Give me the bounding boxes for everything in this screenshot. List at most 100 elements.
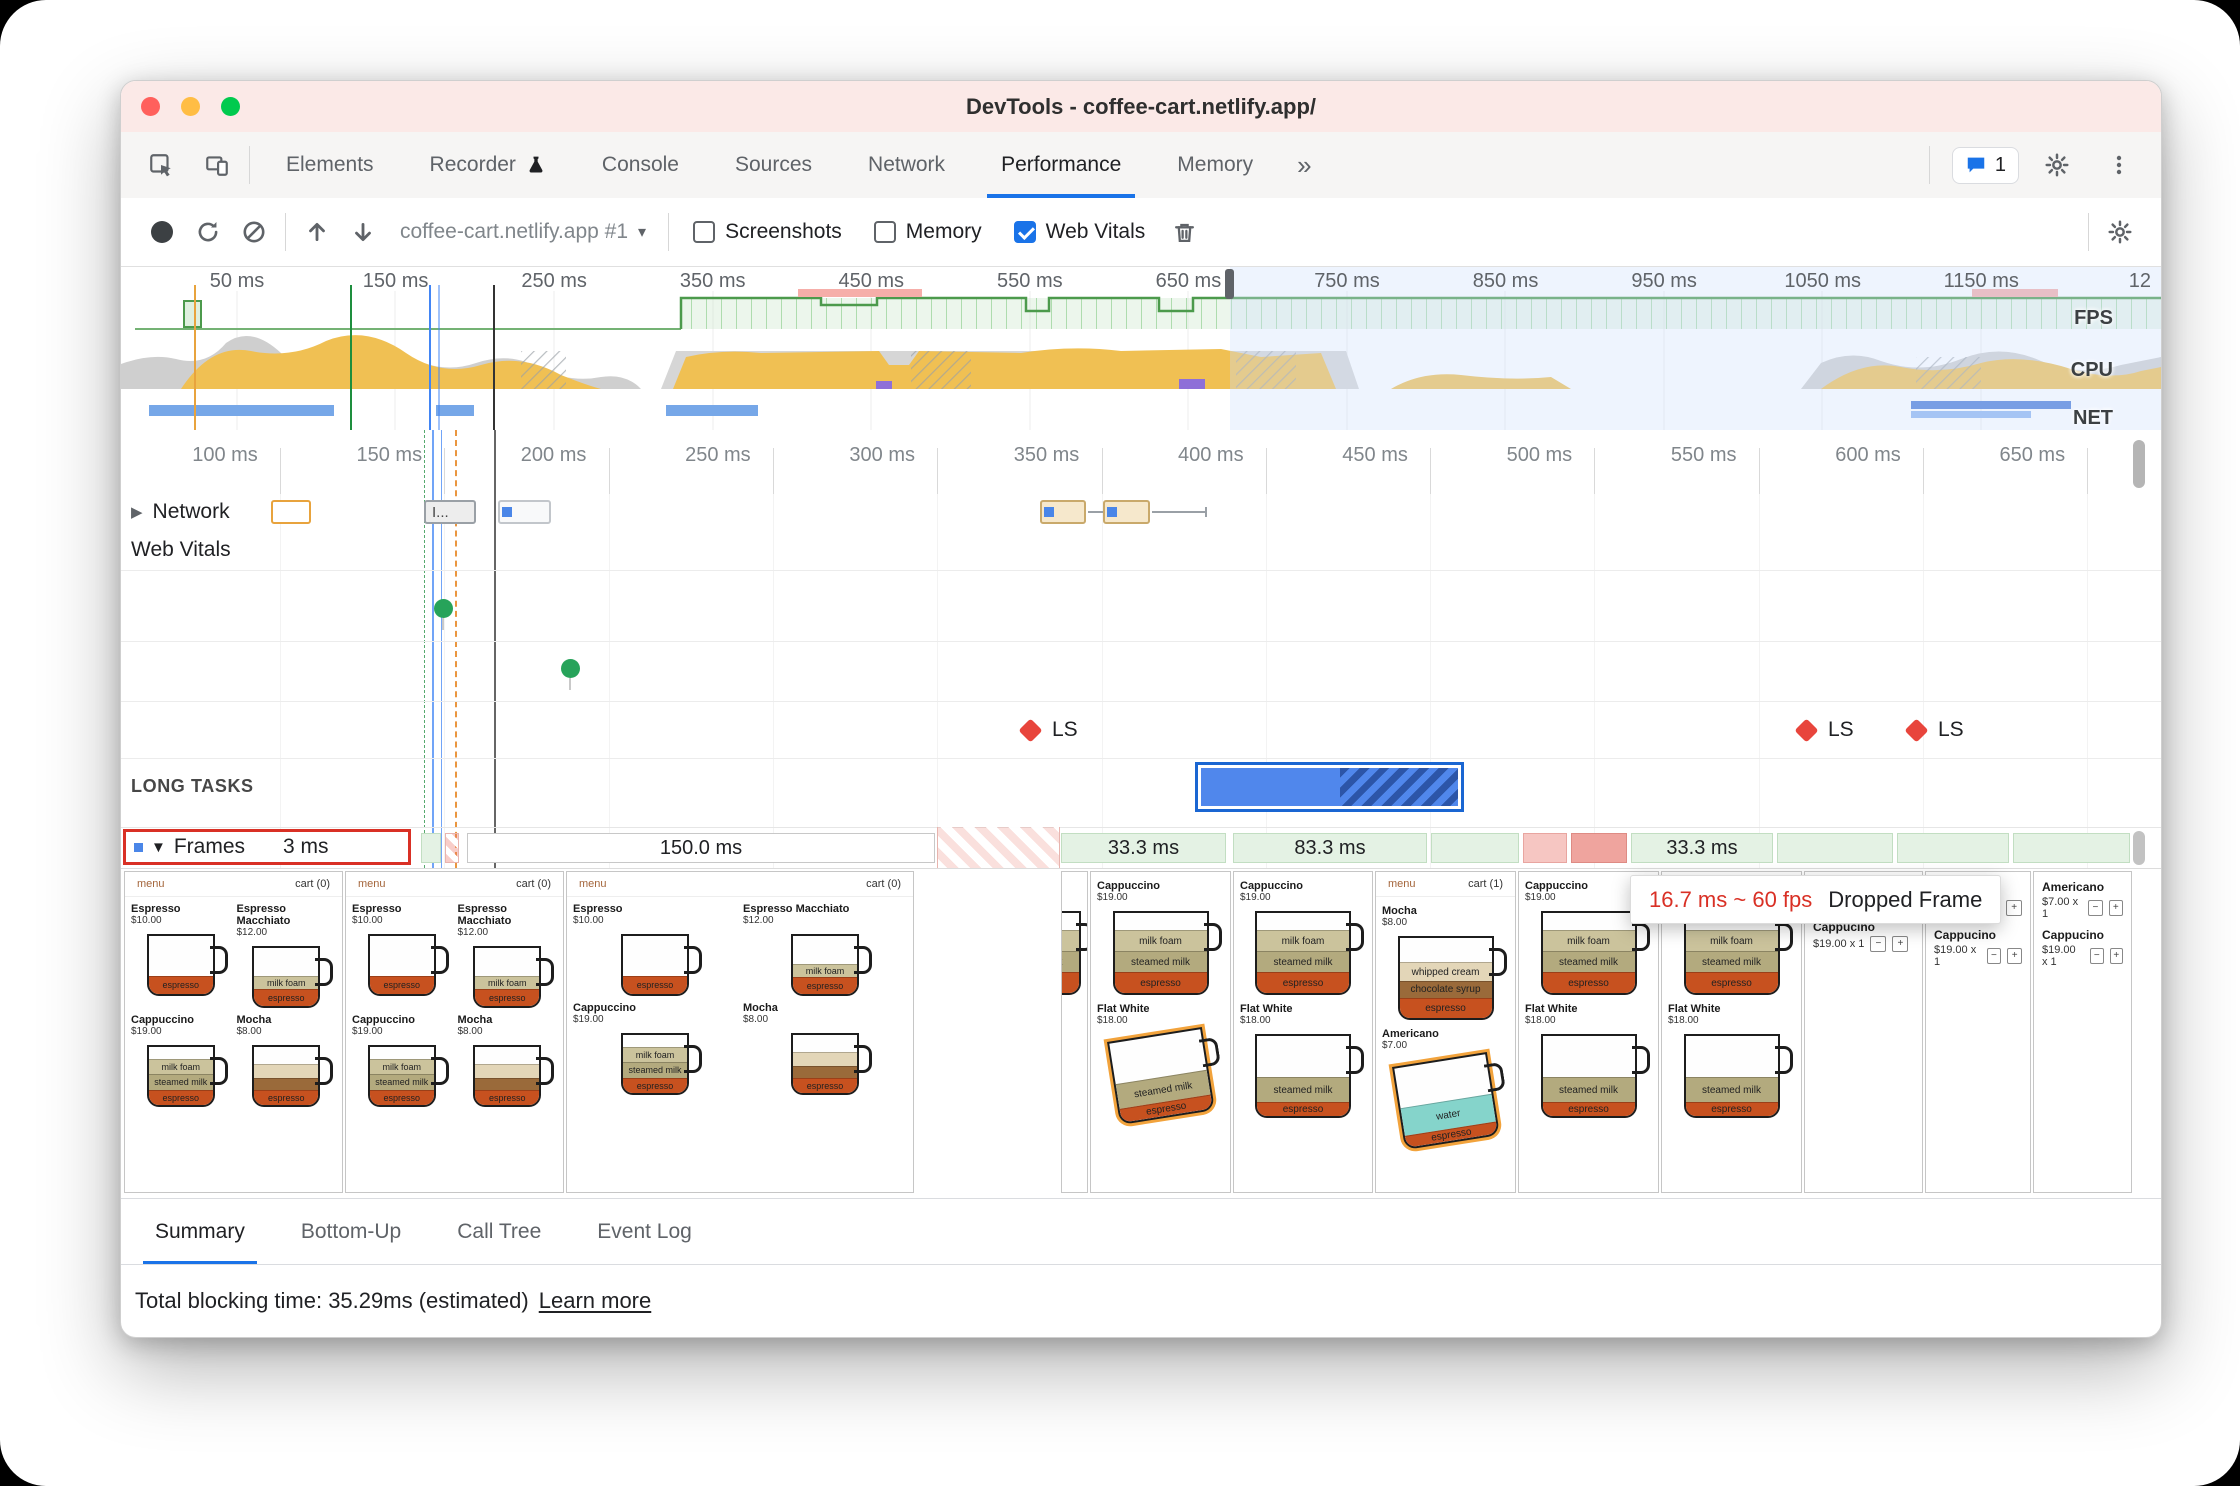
network-request-bar[interactable] bbox=[498, 500, 551, 524]
tab-event-log[interactable]: Event Log bbox=[569, 1199, 720, 1265]
tab-recorder[interactable]: Recorder bbox=[402, 132, 574, 198]
long-task-bar[interactable] bbox=[1195, 762, 1464, 812]
history-dropdown[interactable]: coffee-cart.netlify.app #1 ▾ bbox=[400, 220, 646, 244]
cart-item-qty-text: $19.00 x 1 bbox=[1813, 938, 1865, 950]
clear-icon[interactable] bbox=[231, 209, 277, 255]
device-toolbar-icon[interactable] bbox=[193, 142, 241, 188]
web-vitals-checkbox[interactable]: Web Vitals bbox=[1013, 220, 1145, 244]
decrement-button[interactable]: − bbox=[1870, 936, 1887, 952]
cup-layer-espresso: espresso bbox=[623, 975, 687, 994]
layout-shift-marker[interactable] bbox=[1018, 718, 1043, 743]
memory-checkbox[interactable]: Memory bbox=[873, 220, 982, 244]
frame-segment[interactable]: 150.0 ms bbox=[467, 833, 935, 863]
tab-console[interactable]: Console bbox=[574, 132, 707, 198]
increment-button[interactable]: + bbox=[2108, 900, 2123, 916]
decrement-button[interactable]: − bbox=[2088, 900, 2103, 916]
issues-badge[interactable]: 1 bbox=[1951, 146, 2019, 184]
frame-segment[interactable]: 33.3 ms bbox=[1061, 833, 1226, 863]
capture-settings-gear-icon[interactable] bbox=[2097, 209, 2143, 255]
tab-bottom-up[interactable]: Bottom-Up bbox=[273, 1199, 429, 1265]
frame-segment[interactable] bbox=[1431, 833, 1519, 863]
tab-elements[interactable]: Elements bbox=[258, 132, 402, 198]
disclosure-triangle-icon[interactable]: ▶ bbox=[131, 504, 143, 521]
network-request-bar[interactable] bbox=[271, 500, 311, 524]
frame-segment[interactable] bbox=[445, 833, 459, 863]
web-vitals-track-header[interactable]: Web Vitals bbox=[131, 538, 231, 562]
product-card-flat_white: Flat White $18.00 steamed milk espresso bbox=[1240, 1003, 1366, 1118]
web-vital-marker-dot[interactable] bbox=[561, 659, 580, 690]
decrement-button[interactable]: − bbox=[1986, 948, 2002, 964]
frame-segment[interactable] bbox=[1777, 833, 1893, 863]
frame-segment[interactable] bbox=[421, 833, 441, 863]
timeline-overview[interactable]: 50 ms 150 ms 250 ms 350 ms 450 ms 550 ms 650 m… bbox=[121, 267, 2161, 431]
frame-segment[interactable]: 33.3 ms bbox=[1631, 833, 1773, 863]
layout-shift-marker[interactable] bbox=[1794, 718, 1819, 743]
frame-segment[interactable] bbox=[1571, 833, 1627, 863]
checkbox-box[interactable] bbox=[1013, 221, 1036, 243]
increment-button[interactable]: + bbox=[2006, 900, 2023, 916]
frame-segment[interactable] bbox=[2013, 833, 2130, 863]
screenshots-checkbox[interactable]: Screenshots bbox=[693, 220, 842, 244]
checkbox-box[interactable] bbox=[873, 221, 896, 243]
frames-scrollbar-thumb[interactable] bbox=[2133, 831, 2145, 865]
zoom-button[interactable] bbox=[221, 97, 240, 116]
ruler-tick-label: 450 ms bbox=[1342, 444, 1408, 466]
save-profile-icon[interactable] bbox=[294, 209, 340, 255]
filmstrip-thumbnail[interactable]: menu cart (0) Espresso $10.00 espresso Espres… bbox=[566, 871, 914, 1193]
tab-performance[interactable]: Performance bbox=[973, 132, 1149, 198]
inspect-element-icon[interactable] bbox=[137, 142, 185, 188]
close-button[interactable] bbox=[141, 97, 160, 116]
frame-segment[interactable] bbox=[1523, 833, 1567, 863]
network-track-header[interactable]: ▶ Network bbox=[131, 500, 230, 524]
reload-record-icon[interactable] bbox=[185, 209, 231, 255]
trash-icon[interactable] bbox=[1161, 209, 1207, 255]
layout-shift-marker[interactable] bbox=[1904, 718, 1929, 743]
network-request-bar[interactable]: I... bbox=[424, 500, 476, 524]
minimize-button[interactable] bbox=[181, 97, 200, 116]
tab-sources[interactable]: Sources bbox=[707, 132, 840, 198]
product-price: $8.00 bbox=[457, 1026, 483, 1037]
tab-summary[interactable]: Summary bbox=[127, 1199, 273, 1265]
cup-handle bbox=[1483, 1061, 1506, 1093]
learn-more-link[interactable]: Learn more bbox=[538, 1288, 652, 1313]
filmstrip-thumbnail[interactable]: Americano$7.00 x 1−+Cappucino$19.00 x 1−… bbox=[2033, 871, 2132, 1193]
kebab-menu-icon[interactable] bbox=[2095, 142, 2143, 188]
frame-segment[interactable] bbox=[1897, 833, 2009, 863]
network-request-bar[interactable] bbox=[1103, 500, 1150, 524]
network-request-bar[interactable] bbox=[1040, 500, 1086, 524]
increment-button[interactable]: + bbox=[2109, 948, 2124, 964]
increment-button[interactable]: + bbox=[2007, 948, 2023, 964]
product-card-mocha: Mocha $8.00 espresso bbox=[458, 1014, 558, 1107]
load-profile-icon[interactable] bbox=[340, 209, 386, 255]
tab-network[interactable]: Network bbox=[840, 132, 973, 198]
ruler-scrollbar-thumb[interactable] bbox=[2133, 440, 2145, 488]
tooltip-duration: 16.7 ms ~ 60 fps bbox=[1649, 886, 1813, 912]
filmstrip-thumbnail[interactable]: menu cart (0) Espresso $10.00 espresso Espres… bbox=[124, 871, 343, 1193]
web-vital-marker-dot[interactable] bbox=[434, 599, 453, 630]
tab-call-tree[interactable]: Call Tree bbox=[429, 1199, 569, 1265]
checkbox-box[interactable] bbox=[693, 221, 716, 243]
frames-track-header[interactable]: ▼ Frames 3 ms bbox=[123, 829, 411, 865]
product-price: $10.00 bbox=[573, 915, 604, 926]
product-price: $18.00 bbox=[1525, 1015, 1556, 1026]
increment-button[interactable]: + bbox=[1892, 936, 1909, 952]
tab-memory[interactable]: Memory bbox=[1149, 132, 1281, 198]
overview-tick-label: 250 ms bbox=[521, 270, 587, 292]
decrement-button[interactable]: − bbox=[2090, 948, 2104, 964]
disclosure-triangle-icon[interactable]: ▼ bbox=[151, 838, 166, 856]
coffee-cup: espresso bbox=[473, 1045, 555, 1107]
frame-segment[interactable]: 83.3 ms bbox=[1233, 833, 1427, 863]
filmstrip-thumbnail[interactable]: menu cart (1) Mocha $8.00 whipped cream choco… bbox=[1375, 871, 1516, 1193]
more-tabs-icon[interactable]: » bbox=[1281, 132, 1327, 198]
gridline-extension bbox=[1265, 494, 1267, 868]
filmstrip-thumbnail[interactable]: menu cart (0) Espresso $10.00 espresso Espres… bbox=[345, 871, 564, 1193]
record-button[interactable] bbox=[139, 209, 185, 255]
settings-gear-icon[interactable] bbox=[2033, 142, 2081, 188]
